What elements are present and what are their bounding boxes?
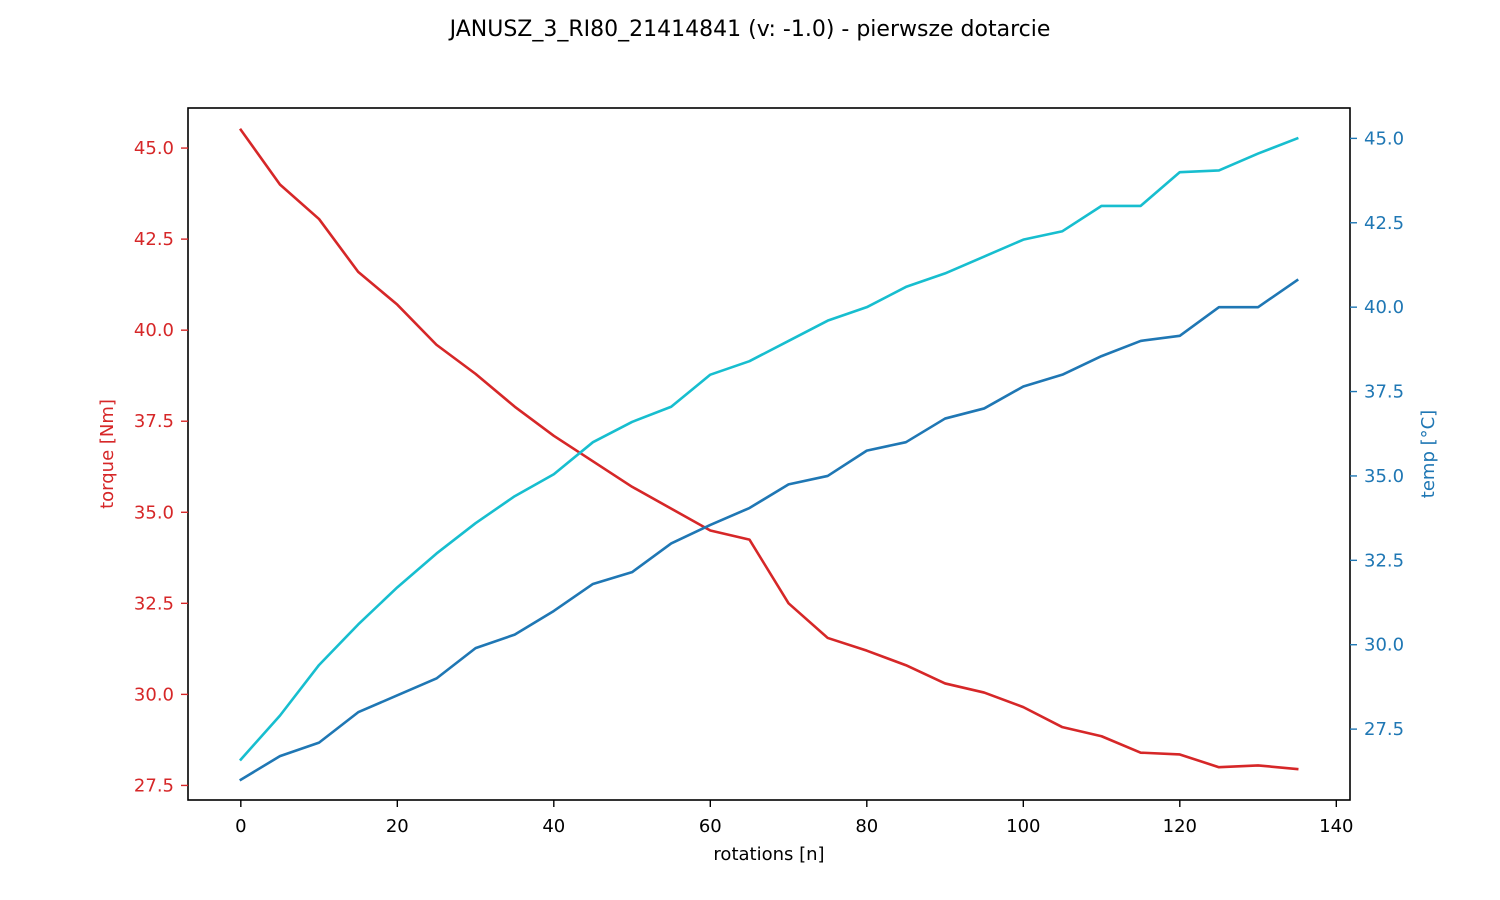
y-right-tick-label: 45.0 (1364, 128, 1404, 149)
y-left-tick-label: 35.0 (134, 502, 174, 523)
x-tick-label: 100 (1006, 816, 1040, 837)
chart-title: JANUSZ_3_RI80_21414841 (v: -1.0) - pierw… (448, 17, 1051, 42)
y-left-tick-label: 42.5 (134, 229, 174, 250)
y-right-tick-label: 42.5 (1364, 213, 1404, 234)
x-tick-label: 60 (699, 816, 722, 837)
x-axis-label: rotations [n] (713, 844, 824, 865)
y-right-tick-label: 35.0 (1364, 466, 1404, 487)
y-left-tick-label: 40.0 (134, 320, 174, 341)
y-left-tick-label: 32.5 (134, 593, 174, 614)
y-axis-label-left: torque [Nm] (97, 399, 118, 509)
y-left-tick-label: 45.0 (134, 138, 174, 159)
y-axis-left: 27.5 30.0 32.5 35.0 37.5 40.0 42.5 45.0 (134, 138, 188, 796)
y-left-tick-label: 37.5 (134, 411, 174, 432)
y-right-tick-label: 37.5 (1364, 382, 1404, 403)
series-layer (238, 128, 1299, 782)
y-right-tick-label: 30.0 (1364, 635, 1404, 656)
y-right-tick-label: 40.0 (1364, 297, 1404, 318)
y-axis-label-right: temp [°C] (1418, 410, 1439, 498)
series-line-2 (238, 136, 1299, 762)
x-tick-label: 80 (855, 816, 878, 837)
x-tick-label: 40 (542, 816, 565, 837)
x-tick-label: 0 (235, 816, 246, 837)
y-axis-right: 27.5 30.0 32.5 35.0 37.5 40.0 42.5 45.0 (1350, 128, 1404, 740)
plot-frame (187, 107, 1351, 801)
series-line-3 (239, 278, 1299, 782)
x-tick-label: 20 (386, 816, 409, 837)
x-axis: 0 20 40 60 80 100 120 140 (235, 800, 1353, 837)
series-line-1 (239, 128, 1299, 771)
y-right-tick-label: 27.5 (1364, 719, 1404, 740)
y-left-tick-label: 27.5 (134, 775, 174, 796)
y-left-tick-label: 30.0 (134, 684, 174, 705)
x-tick-label: 140 (1319, 816, 1353, 837)
x-tick-label: 120 (1163, 816, 1197, 837)
y-right-tick-label: 32.5 (1364, 550, 1404, 571)
